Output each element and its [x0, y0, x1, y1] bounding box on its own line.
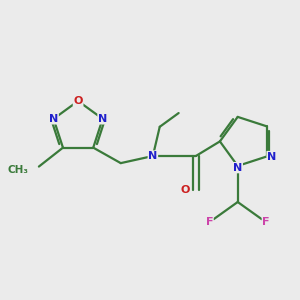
Text: F: F: [206, 217, 213, 227]
Text: CH₃: CH₃: [8, 165, 29, 175]
Text: N: N: [98, 114, 107, 124]
Text: F: F: [262, 217, 270, 227]
Text: N: N: [267, 152, 276, 162]
Text: N: N: [148, 151, 158, 161]
Text: O: O: [181, 185, 190, 195]
Text: N: N: [233, 163, 242, 172]
Text: N: N: [49, 114, 58, 124]
Text: O: O: [74, 96, 83, 106]
